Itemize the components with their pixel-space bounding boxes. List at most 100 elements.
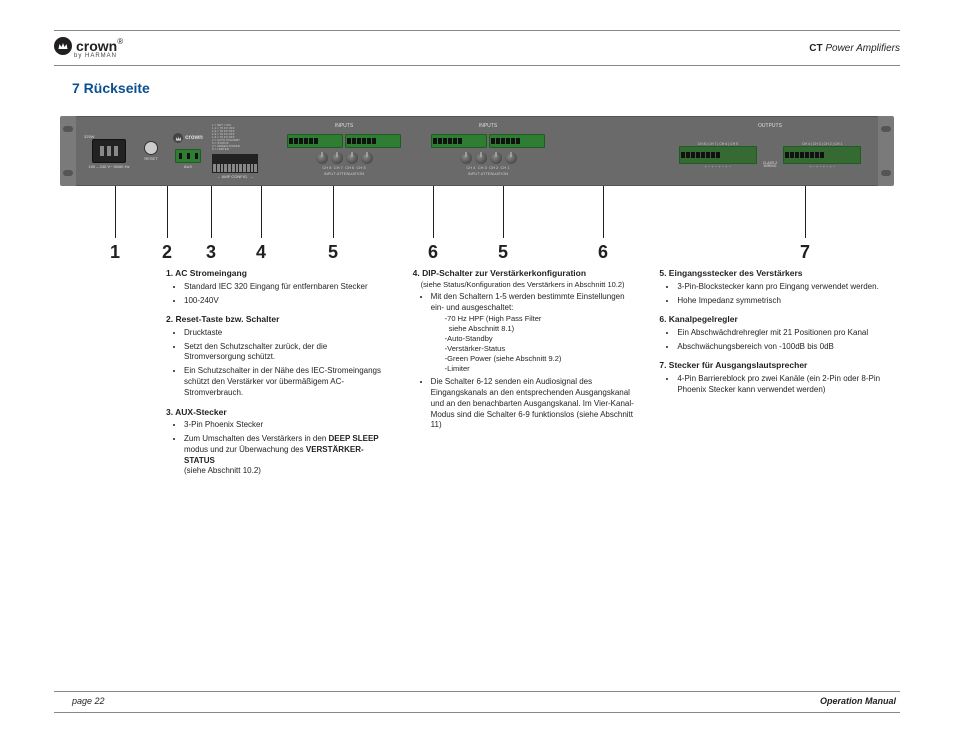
head-3: 3. AUX-Stecker	[166, 407, 389, 418]
aux-connector-icon	[175, 149, 201, 163]
callout-line	[433, 186, 434, 238]
head-5: 5. Eingangsstecker des Verstärkers	[659, 268, 882, 279]
callout-row: 1 2 3 4 5 6 5 6 7	[75, 186, 879, 256]
column-2: 4. DIP-Schalter zur Verstärkerkonfigurat…	[413, 268, 636, 480]
column-1: 1. AC Stromeingang Standard IEC 320 Eing…	[166, 268, 389, 480]
knob-icon	[490, 152, 502, 164]
outputs-label: OUTPUTS	[670, 123, 870, 129]
bullet: Drucktaste	[184, 328, 389, 339]
rack-ear-right	[878, 116, 894, 186]
callout-line	[261, 186, 262, 238]
bullet: 4-Pin Barriereblock pro zwei Kanäle (ein…	[677, 374, 882, 396]
brand-name: crown	[76, 38, 117, 54]
output-phoenix-right	[783, 146, 861, 164]
callout-num-4: 4	[256, 242, 266, 263]
callout-num-3: 3	[206, 242, 216, 263]
bullet: 3-Pin-Blockstecker kann pro Eingang verw…	[677, 282, 882, 293]
subnote-4: (siehe Status/Konfiguration des Verstärk…	[421, 280, 636, 290]
input-section-a: INPUTS CH 8 CH 7 CH 6 CH 5 INPUT ATTENUA…	[274, 123, 414, 179]
head-2: 2. Reset-Taste bzw. Schalter	[166, 314, 389, 325]
input-section-b: INPUTS CH 4 CH 3 CH 2 CH 1 INPUT ATTENUA…	[418, 123, 558, 179]
head-4: 4. DIP-Schalter zur Verstärkerkonfigurat…	[413, 268, 636, 279]
head-1: 1. AC Stromeingang	[166, 268, 389, 279]
column-3: 5. Eingangsstecker des Verstärkers 3-Pin…	[659, 268, 882, 480]
dip-block: 1 = SET = ON 1-1 = 70 FX OFF 1-2 = 70 FX…	[212, 123, 270, 179]
head-6: 6. Kanalpegelregler	[659, 314, 882, 325]
attenuation-label-a: INPUT ATTENUATION	[324, 171, 364, 176]
bullet: Abschwächungsbereich von -100dB bis 0dB	[677, 342, 882, 353]
bullet: Ein Abschwächdrehregler mit 21 Positione…	[677, 328, 882, 339]
indent-line: -Auto-Standby	[445, 334, 636, 344]
brand-byline: by HARMAN	[74, 53, 123, 59]
input-phoenix-b2	[489, 134, 545, 148]
ac-inlet-block: 325W 100 – 240 V~ 50/60 Hz	[84, 123, 134, 179]
diagram-area: 325W 100 – 240 V~ 50/60 Hz RESET crown A…	[54, 116, 900, 256]
knob-icon	[331, 152, 343, 164]
bullet: Mit den Schaltern 1-5 werden bestimmte E…	[431, 292, 636, 374]
input-phoenix-a2	[345, 134, 401, 148]
indent-line: -Green Power (siehe Abschnitt 9.2)	[445, 354, 636, 364]
callout-line	[211, 186, 212, 238]
knob-row-b	[460, 152, 517, 164]
product-line: CT Power Amplifiers	[809, 43, 900, 54]
callout-line	[603, 186, 604, 238]
dip-lines: 1 = SET = ON 1-1 = 70 FX OFF 1-2 = 70 FX…	[212, 124, 258, 151]
callout-num-2: 2	[162, 242, 172, 263]
manual-label: Operation Manual	[820, 696, 896, 706]
ch-labels-a: CH 8 CH 7 CH 6 CH 5	[322, 165, 365, 170]
knob-icon	[475, 152, 487, 164]
aux-label: AUX	[184, 165, 192, 169]
knob-icon	[316, 152, 328, 164]
callout-num-7: 7	[800, 242, 810, 263]
callout-num-6: 6	[428, 242, 438, 263]
knob-icon	[505, 152, 517, 164]
bullet: 3-Pin Phoenix Stecker	[184, 420, 389, 431]
output-section: OUTPUTS CH 8 | CH 7 | CH 6 | CH 5 + − + …	[670, 123, 870, 179]
aux-logo-block: crown AUX	[168, 123, 208, 179]
bullet: 100-240V	[184, 296, 389, 307]
device-logo: crown	[173, 133, 203, 143]
callout-line	[115, 186, 116, 238]
dip-switch-icon	[212, 154, 258, 173]
indent-line: -Limiter	[445, 364, 636, 374]
brand-logo: crown® by HARMAN	[54, 37, 123, 59]
ch-labels-b: CH 4 CH 3 CH 2 CH 1	[466, 165, 509, 170]
product-rest: Power Amplifiers	[823, 43, 900, 54]
bullet: Ein Schutzschalter in der Nähe des IEC-S…	[184, 366, 389, 398]
attenuation-label-b: INPUT ATTENUATION	[468, 171, 508, 176]
input-phoenix-a1	[287, 134, 343, 148]
polarity-left: + − + − + − + −	[679, 164, 757, 169]
callout-line	[503, 186, 504, 238]
rack-ear-left	[60, 116, 76, 186]
page-number: page 22	[72, 696, 105, 706]
polarity-right: + − + − + − + −	[783, 164, 861, 169]
bullet: Setzt den Schutzschalter zurück, der die…	[184, 342, 389, 364]
callout-line	[805, 186, 806, 238]
page-header: crown® by HARMAN CT Power Amplifiers	[54, 31, 900, 66]
iec-inlet-icon	[92, 139, 126, 163]
head-7: 7. Stecker für Ausgangslautsprecher	[659, 360, 882, 371]
callout-line	[333, 186, 334, 238]
crown-icon	[54, 37, 72, 55]
callout-num-5: 5	[328, 242, 338, 263]
callout-line	[167, 186, 168, 238]
knob-icon	[346, 152, 358, 164]
power-rating: 325W	[84, 134, 94, 139]
reset-label: RESET	[144, 157, 157, 161]
brand-reg: ®	[117, 37, 123, 46]
knob-icon	[460, 152, 472, 164]
callout-num-1: 1	[110, 242, 120, 263]
section-title: 7 Rückseite	[54, 66, 900, 96]
output-phoenix-left	[679, 146, 757, 164]
reset-block: RESET	[138, 123, 164, 179]
inputs-label-a: INPUTS	[274, 123, 414, 129]
knob-icon	[361, 152, 373, 164]
bullet: Standard IEC 320 Eingang für entfernbare…	[184, 282, 389, 293]
callout-num-6b: 6	[598, 242, 608, 263]
knob-row-a	[316, 152, 373, 164]
page-footer: page 22 Operation Manual	[54, 691, 900, 706]
inputs-label-b: INPUTS	[418, 123, 558, 129]
bullet: Hohe Impedanz symmetrisch	[677, 296, 882, 307]
voltage-label: 100 – 240 V~ 50/60 Hz	[88, 165, 129, 169]
indent-line: -Verstärker-Status	[445, 344, 636, 354]
